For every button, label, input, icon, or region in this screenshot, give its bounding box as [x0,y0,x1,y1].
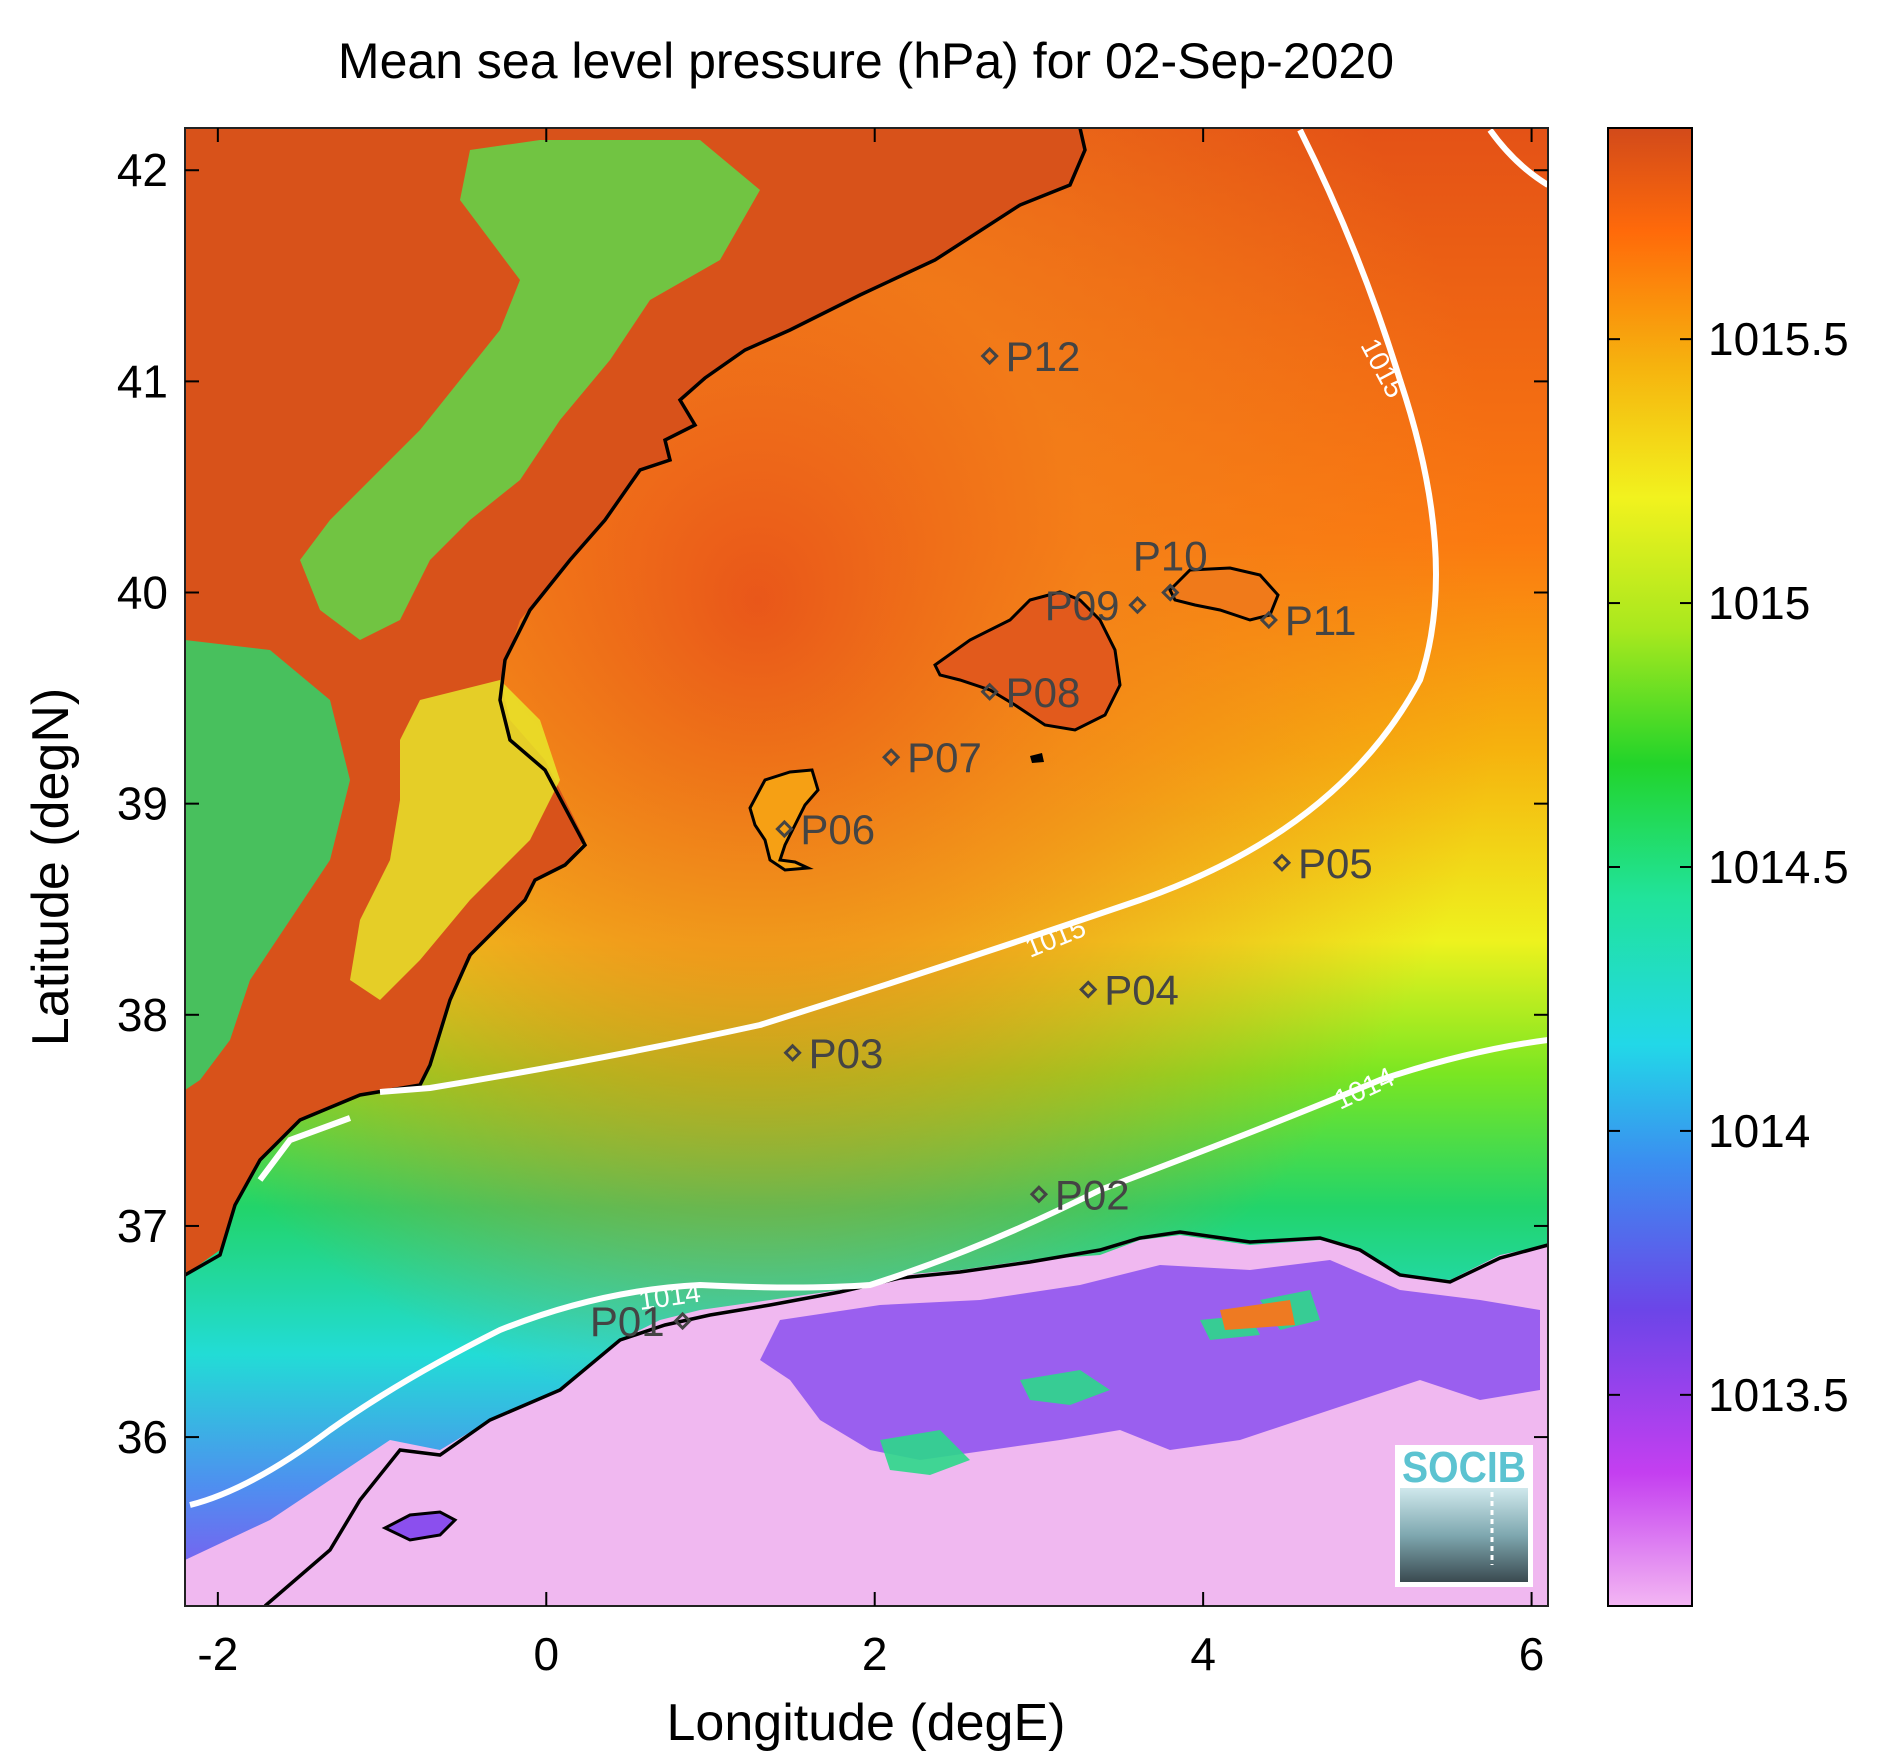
colorbar-tick-label: 1013.5 [1708,1369,1849,1421]
colorbar-ticks: 1013.5 1014 1014.5 1015 1015.5 [1608,313,1849,1421]
station-marker-p10 [1161,583,1180,602]
isobar-1013-fragment [1487,128,1548,188]
map-plot-area: 1015 1015 1014 1014 P01P02P03P04P05P06P0… [185,128,1548,1606]
station-marker-p06 [775,819,794,839]
station-label-p09: P09 [1045,582,1120,629]
socib-logo-text: SOCIB [1402,1443,1526,1492]
y-tick-label: 39 [117,778,168,830]
station-marker-p07 [882,748,901,767]
mallorca-island [933,590,1122,732]
chart-title: Mean sea level pressure (hPa) for 02-Sep… [338,33,1394,89]
station-marker-p02 [1029,1185,1049,1204]
station-marker-p05 [1272,853,1292,872]
station-label-p11: P11 [1285,597,1357,644]
station-marker-p08 [980,682,999,701]
iberia-land [185,128,1085,1275]
y-tick-label: 41 [117,355,168,407]
iberia-highlands-south [185,640,350,1090]
x-tick-label: 0 [533,1628,559,1680]
y-tick-label: 42 [117,144,168,196]
x-tick-label: 6 [1519,1628,1545,1680]
y-axis-label: Latitude (degN) [22,688,80,1046]
x-axis: -2 0 2 4 6 [197,128,1544,1680]
africa-orange-spot [1220,1300,1295,1330]
cabrera-islet [1030,753,1044,763]
station-label-p12: P12 [1006,333,1081,380]
station-marker-p01 [673,1311,692,1331]
alboran-islet [381,1510,458,1542]
isobar-1015-west [257,1115,352,1182]
plot-frame [184,127,1549,1607]
x-tick-label: 2 [862,1628,888,1680]
africa-green-spots [880,1290,1320,1475]
station-label-p05: P05 [1298,840,1373,887]
station-label-p08: P08 [1006,669,1081,716]
y-tick-label: 40 [117,567,168,619]
station-marker-p09 [1128,596,1147,615]
africa-atlas-mountains [760,1260,1540,1460]
station-label-p03: P03 [809,1030,884,1077]
isobar-1015 [379,128,1439,1095]
iberia-highlands [300,140,760,640]
colorbar-tick-label: 1015.5 [1708,313,1849,365]
x-tick-label: 4 [1190,1628,1216,1680]
colorbar-tick-label: 1015 [1708,577,1810,629]
colorbar: 1013.5 1014 1014.5 1015 1015.5 [1607,127,1849,1607]
station-markers: P01 P02 P03 P04 P05 P06 P07 P08 P09 P10 P11 P12 [590,333,1373,1345]
colorbar-gradient [1607,127,1693,1607]
x-axis-label: Longitude (degE) [667,1694,1066,1752]
socib-logo: SOCIB [1395,1443,1533,1587]
ibiza-island [748,768,820,872]
y-tick-label: 36 [117,1411,168,1463]
y-tick-label: 38 [117,989,168,1041]
x-tick-label: -2 [197,1628,238,1680]
station-label-p02: P02 [1055,1171,1130,1218]
station-label-p10: P10 [1133,533,1208,580]
y-axis: 36 37 38 39 40 41 42 [117,144,1548,1463]
station-marker-p03 [783,1043,802,1062]
iberia-yellow-fringe [350,680,560,1000]
colorbar-tick-label: 1014 [1708,1105,1810,1157]
station-label-p06: P06 [800,806,875,853]
station-marker-p04 [1079,980,1098,999]
station-label-p07: P07 [907,734,982,781]
station-marker-p11 [1259,610,1278,630]
y-tick-label: 37 [117,1200,168,1252]
station-label-p01: P01 [590,1298,665,1345]
isobar-1014 [189,1037,1548,1508]
colorbar-tick-label: 1014.5 [1708,841,1849,893]
station-label-p04: P04 [1104,966,1179,1013]
station-marker-p12 [980,346,999,366]
